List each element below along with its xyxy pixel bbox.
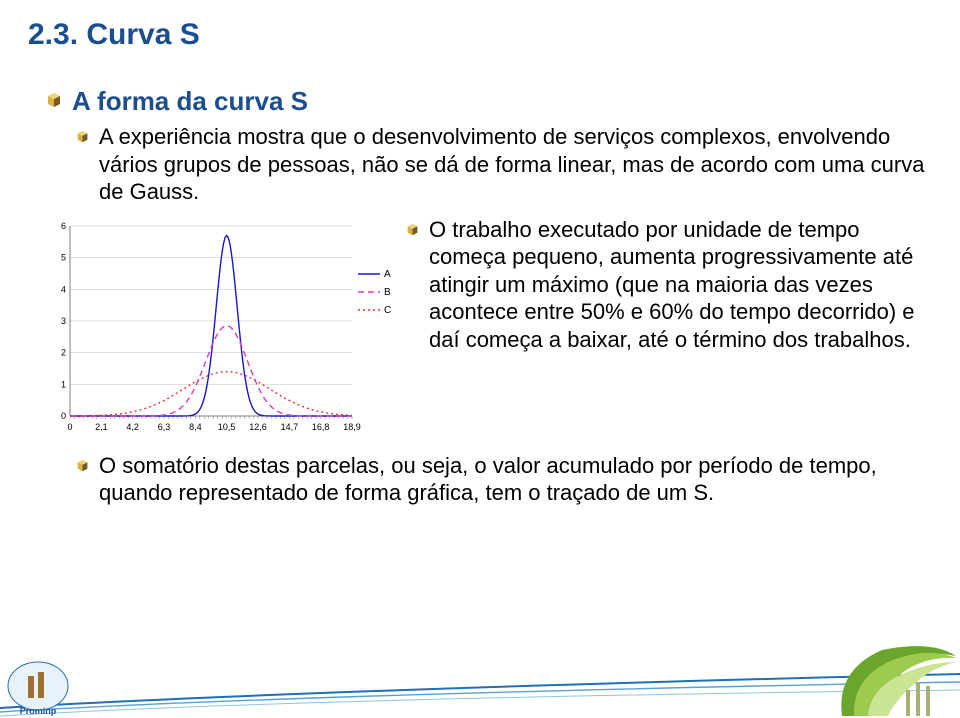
svg-text:6: 6: [61, 221, 66, 231]
bullet-para1-row: A experiência mostra que o desenvolvimen…: [76, 123, 932, 206]
gauss-chart: 0 1 2 3 4 5 6 0 2,1 4,2 6,3 8,4 10,5 12,6 14,7 16,8 18,9…: [46, 216, 396, 440]
para2-text: O trabalho executado por unidade de temp…: [429, 216, 924, 354]
svg-text:8,4: 8,4: [189, 422, 202, 432]
text-column: O trabalho executado por unidade de temp…: [398, 216, 932, 440]
cube-icon: [406, 223, 419, 236]
slide: 2.3. Curva S A forma da curva S A experi…: [0, 0, 960, 718]
bullet-subtitle-row: A forma da curva S: [46, 86, 932, 117]
svg-text:C: C: [384, 305, 391, 316]
para1-text: A experiência mostra que o desenvolvimen…: [99, 123, 932, 206]
footer-graphic: Prominp: [0, 646, 960, 718]
cube-icon: [46, 92, 62, 108]
two-col-row: 0 1 2 3 4 5 6 0 2,1 4,2 6,3 8,4 10,5 12,6 14,7 16,8 18,9…: [28, 216, 932, 440]
bullet-para3-row: O somatório destas parcelas, ou seja, o …: [76, 452, 932, 507]
svg-text:6,3: 6,3: [158, 422, 171, 432]
cube-icon: [76, 130, 89, 143]
svg-text:14,7: 14,7: [281, 422, 299, 432]
chart-column: 0 1 2 3 4 5 6 0 2,1 4,2 6,3 8,4 10,5 12,6 14,7 16,8 18,9…: [28, 216, 398, 440]
svg-text:0: 0: [67, 422, 72, 432]
svg-text:4: 4: [61, 284, 66, 294]
svg-text:A: A: [384, 269, 391, 280]
svg-text:2,1: 2,1: [95, 422, 108, 432]
svg-text:Prominp: Prominp: [20, 706, 57, 716]
svg-text:4,2: 4,2: [126, 422, 139, 432]
svg-text:16,8: 16,8: [312, 422, 330, 432]
svg-text:B: B: [384, 287, 391, 298]
svg-text:12,6: 12,6: [249, 422, 267, 432]
bullet-para2-row: O trabalho executado por unidade de temp…: [406, 216, 924, 354]
svg-text:0: 0: [61, 411, 66, 421]
svg-text:3: 3: [61, 316, 66, 326]
svg-text:10,5: 10,5: [218, 422, 236, 432]
svg-text:2: 2: [61, 347, 66, 357]
svg-text:1: 1: [61, 379, 66, 389]
cube-icon: [76, 459, 89, 472]
subtitle-text: A forma da curva S: [72, 86, 308, 117]
svg-text:5: 5: [61, 252, 66, 262]
slide-title: 2.3. Curva S: [28, 18, 932, 52]
svg-text:18,9: 18,9: [343, 422, 361, 432]
para3-text: O somatório destas parcelas, ou seja, o …: [99, 452, 932, 507]
